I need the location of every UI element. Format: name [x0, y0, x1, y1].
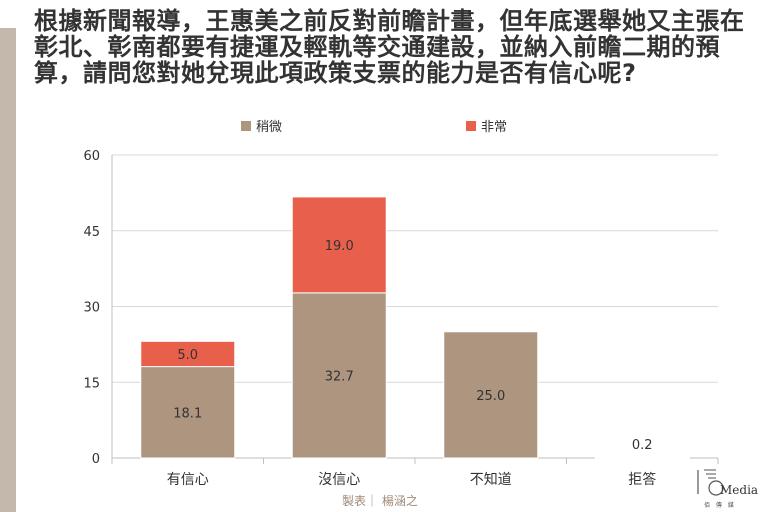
bar-series-1 [443, 331, 539, 459]
x-tick-label: 拒答 [628, 471, 656, 488]
chart-title: 根據新聞報導，王惠美之前反對前瞻計畫，但年底選舉她又主張在彰北、彰南都要有捷運及… [34, 7, 745, 87]
legend: 稍微 非常 [0, 116, 768, 135]
media-logo: Media 佰 傳 媒 [697, 469, 758, 509]
y-tick-label: 15 [83, 376, 100, 391]
data-label: 18.1 [173, 406, 202, 421]
data-label: 19.0 [325, 239, 354, 254]
legend-label-series-1: 稍微 [256, 120, 283, 135]
data-label: 0.2 [632, 438, 653, 453]
x-tick-label: 有信心 [167, 472, 209, 488]
x-tick-label: 沒信心 [318, 471, 360, 488]
legend-item-series-1: 稍微 [241, 116, 282, 135]
bar-series-1 [594, 456, 690, 459]
y-tick-label: 60 [83, 149, 100, 164]
logo-subtext: 佰 傳 媒 [704, 501, 736, 509]
left-accent-bar [0, 28, 16, 512]
data-label: 25.0 [476, 389, 505, 404]
data-label: 32.7 [325, 369, 354, 384]
y-tick-label: 0 [92, 452, 100, 467]
legend-swatch-series-1 [241, 120, 251, 131]
legend-item-series-2: 非常 [466, 116, 507, 135]
data-label: 5.0 [177, 348, 198, 363]
logo-text: Media [720, 483, 758, 497]
bar-series-1 [291, 292, 387, 459]
bar-series-1 [140, 366, 236, 459]
y-tick-label: 30 [83, 301, 100, 316]
x-tick-label: 不知道 [470, 471, 512, 488]
legend-swatch-series-2 [466, 120, 476, 131]
bar-series-2 [291, 196, 387, 294]
y-tick-label: 45 [83, 225, 100, 240]
credit-text: 製表｜ 楊涵之 [342, 494, 418, 508]
bar-series-2 [140, 340, 236, 368]
legend-label-series-2: 非常 [481, 120, 508, 135]
